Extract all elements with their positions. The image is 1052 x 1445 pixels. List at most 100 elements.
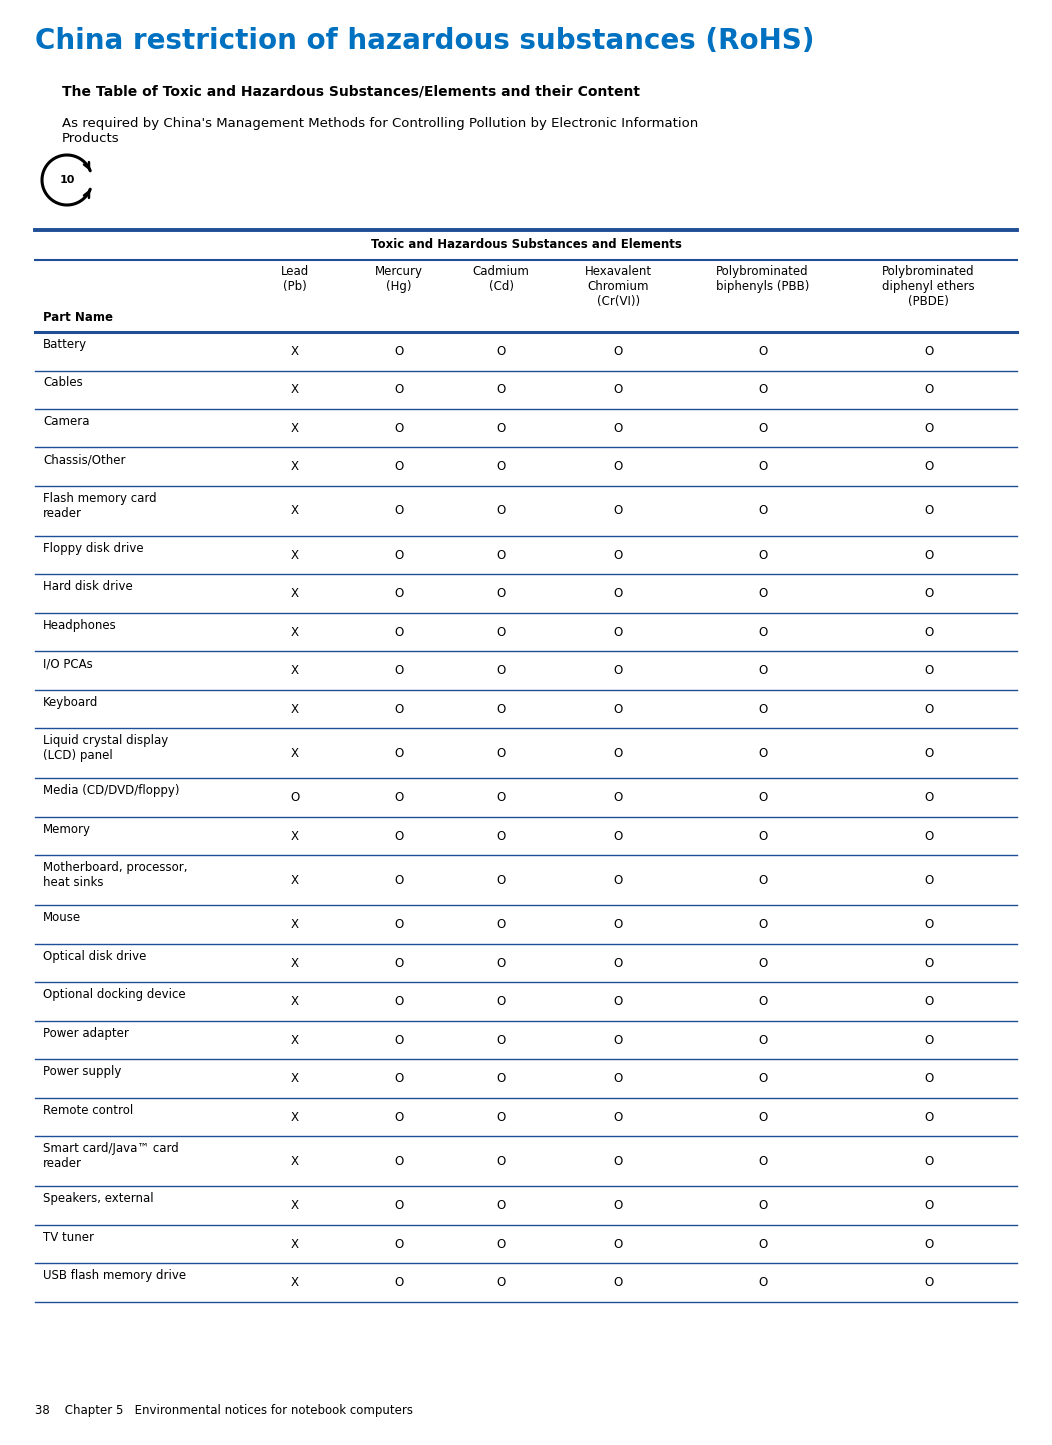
Text: O: O [497, 792, 506, 805]
Text: X: X [291, 383, 299, 396]
Text: Lead
(Pb): Lead (Pb) [281, 264, 309, 293]
Text: Mouse: Mouse [43, 912, 81, 925]
Text: Headphones: Headphones [43, 618, 117, 631]
Text: O: O [497, 829, 506, 842]
Text: X: X [291, 957, 299, 970]
Text: O: O [757, 702, 767, 715]
Text: X: X [291, 1033, 299, 1046]
Text: O: O [924, 587, 933, 600]
Text: O: O [924, 1276, 933, 1289]
Text: O: O [497, 1072, 506, 1085]
Text: O: O [757, 874, 767, 887]
Text: O: O [614, 702, 623, 715]
Text: O: O [614, 504, 623, 517]
Text: O: O [757, 1276, 767, 1289]
Text: O: O [497, 1111, 506, 1124]
Text: O: O [757, 1238, 767, 1251]
Text: O: O [757, 1033, 767, 1046]
Text: Cables: Cables [43, 377, 83, 390]
Text: O: O [614, 747, 623, 760]
Text: O: O [614, 345, 623, 358]
Text: O: O [614, 1155, 623, 1168]
Text: O: O [394, 1072, 404, 1085]
Text: X: X [291, 874, 299, 887]
Text: O: O [614, 1033, 623, 1046]
Text: O: O [924, 874, 933, 887]
Text: 10: 10 [59, 175, 75, 185]
Text: O: O [757, 665, 767, 678]
Text: Camera: Camera [43, 415, 89, 428]
Text: O: O [497, 996, 506, 1009]
Text: X: X [291, 461, 299, 474]
Text: Memory: Memory [43, 824, 92, 837]
Text: O: O [394, 461, 404, 474]
Text: China restriction of hazardous substances (RoHS): China restriction of hazardous substance… [35, 27, 814, 55]
Text: O: O [757, 792, 767, 805]
Text: O: O [757, 918, 767, 931]
Text: O: O [394, 918, 404, 931]
Text: O: O [497, 1238, 506, 1251]
Text: O: O [614, 1072, 623, 1085]
Text: X: X [291, 702, 299, 715]
Text: O: O [614, 1111, 623, 1124]
Text: O: O [394, 549, 404, 562]
Text: Keyboard: Keyboard [43, 696, 99, 709]
Text: Flash memory card
reader: Flash memory card reader [43, 491, 157, 520]
Text: Optional docking device: Optional docking device [43, 988, 185, 1001]
Text: O: O [394, 1155, 404, 1168]
Text: O: O [290, 792, 300, 805]
Text: O: O [394, 702, 404, 715]
Text: Chassis/Other: Chassis/Other [43, 454, 125, 467]
Text: O: O [757, 1072, 767, 1085]
Text: O: O [394, 1111, 404, 1124]
Text: O: O [757, 957, 767, 970]
Text: O: O [394, 1276, 404, 1289]
Text: X: X [291, 829, 299, 842]
Text: O: O [924, 918, 933, 931]
Text: O: O [924, 1072, 933, 1085]
Text: O: O [924, 957, 933, 970]
Text: O: O [614, 587, 623, 600]
Text: O: O [497, 918, 506, 931]
Text: As required by China's Management Methods for Controlling Pollution by Electroni: As required by China's Management Method… [62, 117, 699, 144]
Text: Smart card/Java™ card
reader: Smart card/Java™ card reader [43, 1143, 179, 1170]
Text: O: O [924, 626, 933, 639]
Text: X: X [291, 1155, 299, 1168]
Text: X: X [291, 1111, 299, 1124]
Text: Motherboard, processor,
heat sinks: Motherboard, processor, heat sinks [43, 861, 187, 890]
Text: X: X [291, 549, 299, 562]
Text: O: O [924, 996, 933, 1009]
Text: O: O [497, 1155, 506, 1168]
Text: O: O [924, 549, 933, 562]
Text: O: O [614, 1276, 623, 1289]
Text: O: O [924, 345, 933, 358]
Text: O: O [497, 1276, 506, 1289]
Text: X: X [291, 918, 299, 931]
Text: Cadmium
(Cd): Cadmium (Cd) [472, 264, 529, 293]
Text: Polybrominated
diphenyl ethers
(PBDE): Polybrominated diphenyl ethers (PBDE) [883, 264, 975, 308]
Text: O: O [924, 461, 933, 474]
Text: O: O [497, 345, 506, 358]
Text: O: O [757, 1111, 767, 1124]
Text: Liquid crystal display
(LCD) panel: Liquid crystal display (LCD) panel [43, 734, 168, 763]
Text: O: O [497, 1033, 506, 1046]
Text: X: X [291, 422, 299, 435]
Text: O: O [394, 626, 404, 639]
Text: O: O [394, 874, 404, 887]
Text: X: X [291, 665, 299, 678]
Text: X: X [291, 1072, 299, 1085]
Text: O: O [497, 874, 506, 887]
Text: O: O [394, 345, 404, 358]
Text: O: O [497, 587, 506, 600]
Text: O: O [394, 1238, 404, 1251]
Text: O: O [614, 626, 623, 639]
Text: Floppy disk drive: Floppy disk drive [43, 542, 144, 555]
Text: O: O [757, 1155, 767, 1168]
Text: O: O [924, 504, 933, 517]
Text: O: O [497, 1199, 506, 1212]
Text: O: O [497, 665, 506, 678]
Text: X: X [291, 747, 299, 760]
Text: O: O [924, 792, 933, 805]
Text: O: O [614, 461, 623, 474]
Text: O: O [614, 918, 623, 931]
